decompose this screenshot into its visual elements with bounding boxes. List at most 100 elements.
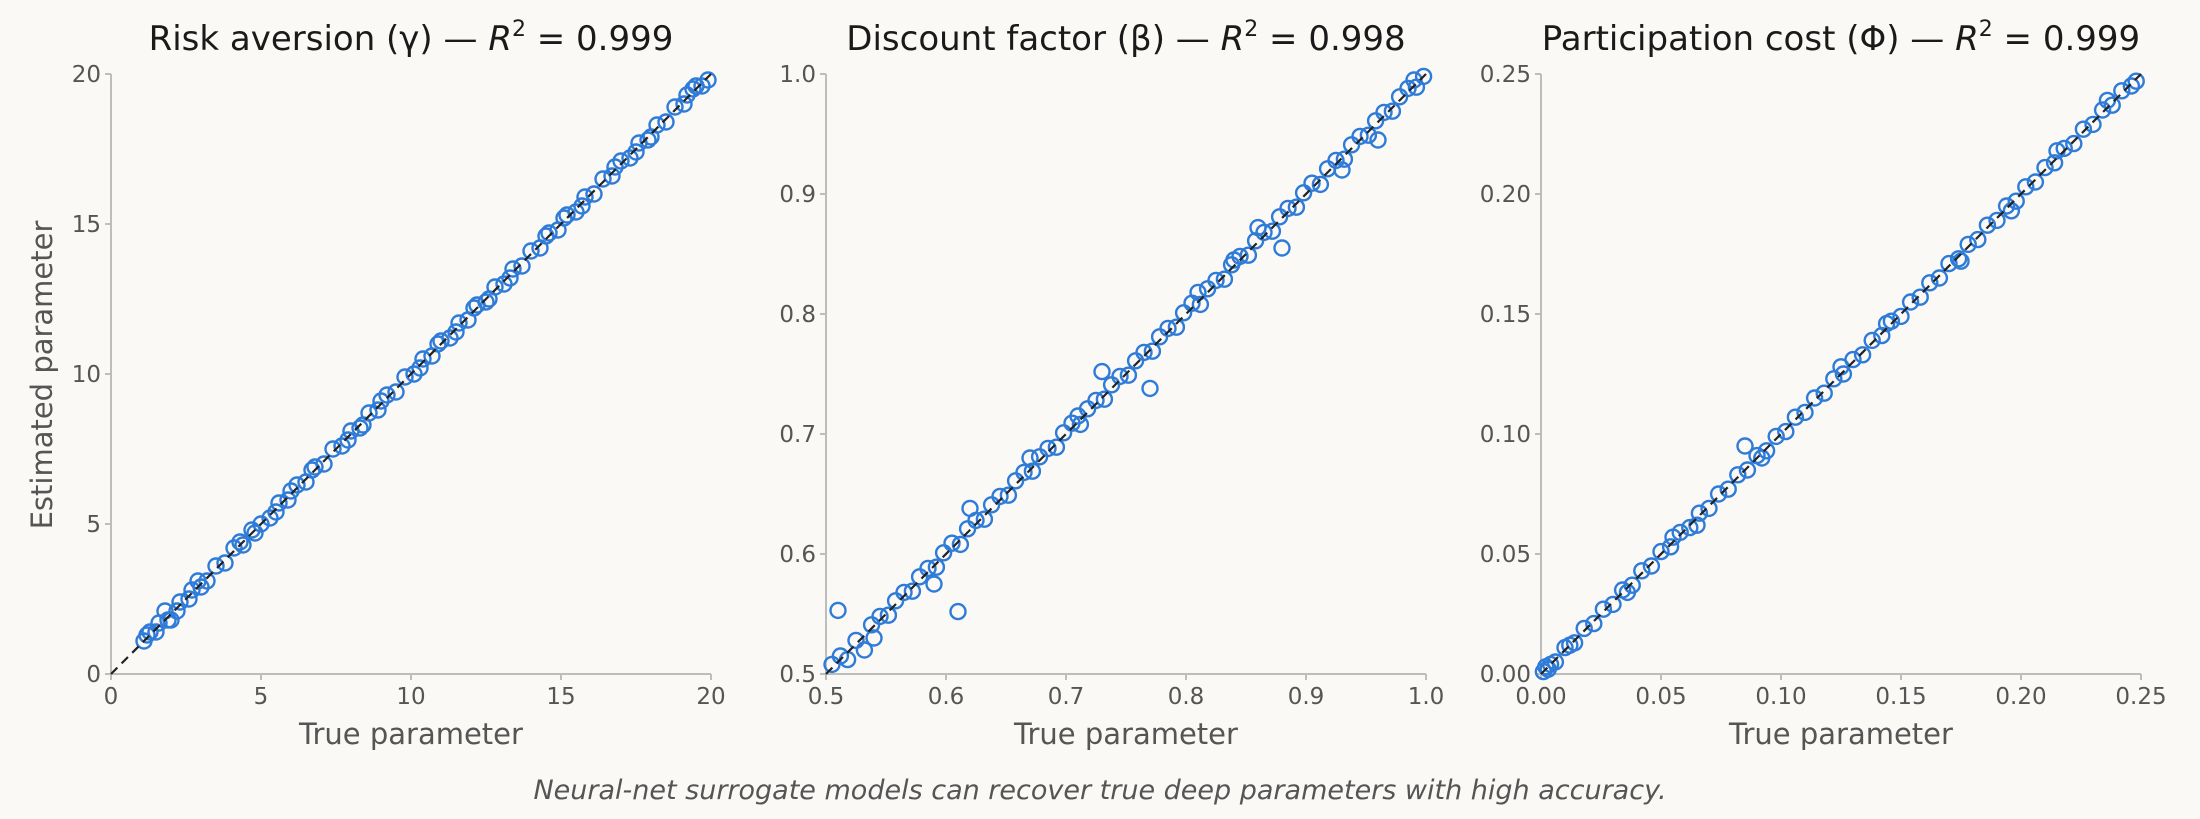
data-point — [1911, 288, 1929, 306]
data-point — [603, 167, 621, 185]
data-point — [585, 185, 603, 203]
data-point — [865, 629, 883, 647]
data-point — [1071, 415, 1090, 434]
data-point — [303, 461, 321, 479]
x-tick-label: 0.7 — [1048, 684, 1085, 710]
data-point — [1023, 462, 1042, 480]
data-point — [351, 419, 369, 437]
y-axis-label: Estimated parameter — [25, 221, 59, 530]
data-point — [1940, 254, 1958, 273]
data-point — [1273, 239, 1291, 257]
x-tick-label: 0.6 — [928, 684, 965, 710]
y-tick-label: 1.0 — [779, 62, 816, 88]
data-point — [1700, 499, 1718, 518]
data-point — [1575, 619, 1593, 638]
data-point — [594, 170, 612, 188]
data-point — [1287, 198, 1306, 216]
data-point — [1594, 600, 1613, 618]
y-tick-label: 0.20 — [1480, 182, 1531, 208]
data-point — [1863, 331, 1881, 350]
data-point — [657, 113, 675, 131]
x-tick-label: 0.9 — [1288, 684, 1325, 710]
y-tick-label: 0.7 — [779, 422, 816, 448]
data-point — [1215, 270, 1234, 288]
data-point — [1191, 295, 1210, 314]
x-tick-label: 0.25 — [2115, 684, 2166, 710]
data-point — [1921, 274, 1939, 292]
x-axis-label: True parameter — [298, 717, 523, 751]
data-point — [1978, 216, 1997, 234]
data-point — [1796, 403, 1814, 422]
data-point — [1681, 518, 1699, 537]
data-point — [1311, 175, 1330, 194]
data-point — [411, 359, 429, 377]
figure-caption: Neural-net surrogate models can recover … — [533, 775, 1666, 806]
x-axis-label: True parameter — [1728, 717, 1953, 751]
panel-title: Discount factor (β) — R2 = 0.998 — [846, 17, 1405, 59]
data-point — [246, 524, 264, 542]
data-point — [1805, 389, 1824, 407]
data-point — [168, 602, 186, 620]
panel-discount-factor: Discount factor (β) — R2 = 0.998 0.5 0.6 0… — [779, 17, 1444, 751]
data-point — [1633, 562, 1651, 580]
data-point — [1949, 250, 1968, 268]
data-point — [1369, 131, 1387, 149]
data-point — [1333, 161, 1351, 179]
data-point — [1585, 614, 1603, 633]
data-point — [999, 486, 1018, 504]
data-point — [405, 365, 423, 383]
x-tick-label: 0.10 — [1755, 684, 1806, 710]
data-point — [1143, 342, 1162, 360]
data-point — [450, 314, 468, 332]
data-point — [1901, 293, 1920, 311]
x-tick-label: 1.0 — [1408, 684, 1445, 710]
y-tick-label: 0.5 — [779, 662, 816, 688]
y-tick-label: 0.00 — [1480, 662, 1531, 688]
data-point — [261, 509, 279, 527]
y-tick-label: 0.8 — [779, 302, 816, 328]
data-point — [627, 143, 645, 161]
data-point — [612, 152, 630, 170]
data-point — [639, 131, 657, 149]
data-point — [270, 494, 288, 512]
data-point — [2103, 96, 2121, 114]
data-point — [522, 242, 540, 260]
data-point — [1351, 127, 1369, 146]
data-point — [1249, 218, 1267, 237]
data-point — [576, 188, 594, 206]
data-point — [282, 482, 300, 500]
data-point — [1969, 230, 1987, 249]
data-point — [1997, 197, 2016, 215]
x-tick-label: 5 — [254, 684, 269, 710]
data-point — [871, 607, 889, 626]
data-point — [855, 641, 874, 659]
data-point — [642, 128, 660, 146]
data-point — [1618, 583, 1637, 602]
data-point — [1039, 439, 1057, 458]
data-point — [927, 558, 946, 576]
x-tick-label: 0.5 — [808, 684, 845, 710]
data-point — [555, 209, 573, 227]
data-point — [675, 95, 693, 113]
identity-line — [825, 73, 1427, 675]
y-tick-label: 0 — [86, 662, 101, 688]
data-point — [1719, 480, 1737, 498]
x-axis-label: True parameter — [1013, 717, 1238, 751]
y-tick-label: 0.6 — [779, 542, 816, 568]
data-point — [1853, 346, 1872, 364]
data-point — [378, 386, 396, 404]
data-point — [1709, 485, 1728, 503]
data-point — [1642, 557, 1661, 575]
data-point — [369, 401, 387, 419]
data-point — [2093, 101, 2112, 119]
x-tick-label: 15 — [546, 684, 575, 710]
panel-participation-cost: Participation cost (Φ) — R2 = 0.999 0.00… — [1480, 17, 2167, 751]
data-point — [243, 521, 261, 539]
data-point — [372, 392, 390, 410]
data-point — [1383, 102, 1402, 120]
data-point — [1959, 235, 1977, 254]
y-tick-label: 0.05 — [1480, 542, 1531, 568]
data-point — [2017, 178, 2035, 196]
data-point — [339, 431, 357, 449]
